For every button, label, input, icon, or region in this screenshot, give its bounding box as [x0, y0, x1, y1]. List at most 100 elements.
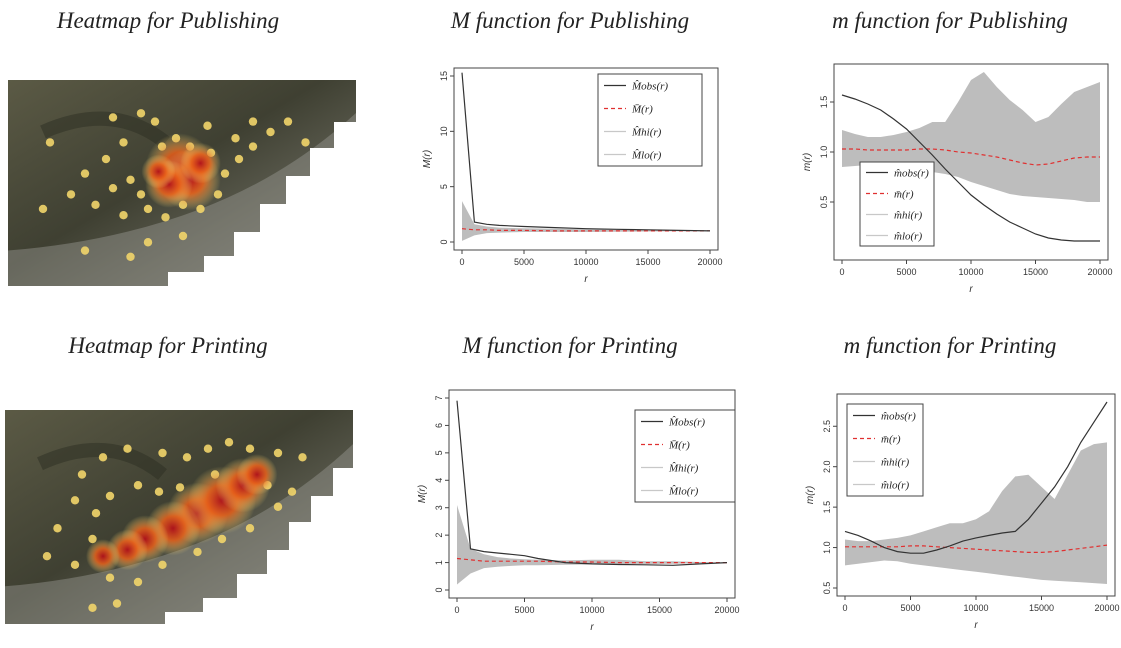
heat-hotspot [180, 142, 221, 184]
heat-point [203, 444, 213, 453]
heat-point [126, 175, 135, 185]
envelope-band [842, 72, 1100, 202]
legend-label: M̂hi(r) [631, 126, 662, 139]
x-tick-label: 0 [454, 605, 459, 615]
y-tick-label: 15 [439, 71, 449, 81]
y-tick-label: 0 [434, 587, 444, 592]
heat-point [182, 453, 192, 462]
heat-point [158, 560, 167, 569]
y-tick-label: 4 [434, 478, 444, 483]
chart-M-publishing-svg: 0 5000 10000 15000 20000 0 5 10 15 r M(r) M̂obs(r) M… [422, 67, 723, 285]
heat-point [80, 246, 90, 255]
x-tick-label: 0 [839, 267, 844, 277]
y-axis-label: M(r) [422, 150, 433, 168]
caption-M-printing: M function for Printing [462, 333, 678, 358]
heat-point [273, 448, 283, 458]
heat-point [123, 444, 132, 453]
y-tick-label: 1.5 [819, 96, 829, 109]
caption-M-publishing: M function for Publishing [450, 8, 690, 33]
heat-point [80, 169, 90, 178]
y-tick-label: 10 [439, 126, 449, 136]
y-axis-label: M(r) [417, 485, 428, 503]
heat-point [91, 200, 100, 209]
x-tick-label: 15000 [635, 257, 660, 267]
theoretical-line [845, 544, 1108, 553]
legend-label: M̂hi(r) [668, 462, 699, 475]
chart-M-printing: 0 5000 10000 15000 20000 0 1 2 3 4 5 6 7 r M(r) M̂obs(r… [385, 388, 740, 646]
theoretical-line [461, 228, 710, 232]
y-axis-label: m(r) [802, 153, 813, 171]
heat-point [119, 138, 128, 147]
heat-point [245, 524, 255, 533]
y-tick-label: 1 [434, 560, 444, 565]
x-axis-label: r [590, 622, 594, 633]
x-tick-label: 10000 [963, 603, 988, 613]
y-tick-label: 0 [439, 239, 449, 244]
heat-point [66, 190, 76, 199]
heat-point [231, 134, 240, 143]
y-tick-label: 0.5 [822, 582, 832, 595]
heat-point [298, 453, 307, 462]
y-tick-label: 2.5 [822, 420, 832, 433]
y-tick-label: 2 [434, 533, 444, 538]
heat-point [273, 502, 283, 511]
observed-line [841, 94, 1100, 242]
chart-m-publishing: 0 5000 10000 15000 20000 0.5 1.0 1.5 r m(r) m̂obs(… [782, 62, 1117, 307]
heat-point [143, 204, 153, 214]
heat-point [105, 573, 115, 582]
heat-point [193, 547, 202, 557]
heat-point [287, 487, 297, 496]
heat-point [248, 142, 258, 151]
heat-point [45, 138, 55, 147]
heat-point [108, 183, 118, 193]
chart-m-printing-svg: 0 5000 10000 15000 20000 0.5 1.0 1.5 2.0 2.5 r m(r)… [805, 393, 1120, 631]
mountain-ridge [40, 111, 170, 148]
x-tick-label: 15000 [1023, 267, 1048, 277]
heat-point [143, 238, 153, 247]
heat-point [77, 470, 87, 479]
y-tick-label: 2.0 [822, 460, 832, 473]
envelope-band [462, 201, 710, 241]
theoretical-line [456, 557, 727, 564]
y-tick-label: 5 [434, 450, 444, 455]
heat-point [105, 491, 115, 501]
caption-m-printing: m function for Printing [843, 333, 1057, 358]
heat-point [91, 509, 101, 518]
x-tick-label: 10000 [573, 257, 598, 267]
heat-point [203, 121, 212, 130]
x-tick-label: 20000 [1087, 267, 1112, 277]
y-tick-label: 1.0 [822, 541, 832, 554]
caption-m-publishing: m function for Publishing [832, 8, 1068, 33]
heat-hotspot [141, 154, 176, 189]
y-tick-label: 0.5 [819, 196, 829, 209]
heat-point [158, 448, 167, 458]
heat-point [178, 231, 188, 241]
heat-point [112, 599, 122, 608]
observed-line [461, 72, 711, 232]
x-tick-label: 10000 [958, 267, 983, 277]
y-axis-label: m(r) [805, 486, 816, 504]
heat-point [119, 211, 128, 220]
legend-label: M̂lo(r) [668, 485, 699, 498]
x-tick-label: 0 [459, 257, 464, 267]
legend-label: m̂obs(r) [894, 168, 929, 180]
y-tick-label: 5 [439, 184, 449, 189]
heat-point [88, 534, 97, 544]
legend-label: m̄(r) [894, 189, 914, 201]
legend-box [859, 161, 935, 247]
heat-point [108, 113, 118, 122]
caption-heatmap-printing: Heatmap for Printing [68, 333, 268, 358]
x-axis-label: r [584, 274, 588, 285]
legend-label: M̂obs(r) [668, 416, 705, 429]
heat-point [301, 138, 310, 147]
heat-point [224, 438, 234, 447]
legend-label: m̂hi(r) [881, 457, 909, 469]
heatmap-printing [5, 410, 355, 625]
heat-point [234, 154, 244, 164]
legend-label: m̂lo(r) [894, 231, 922, 243]
x-axis-label: r [974, 620, 978, 631]
legend-label: m̂lo(r) [881, 480, 909, 492]
x-tick-label: 10000 [579, 605, 604, 615]
legend-label: m̄(r) [881, 434, 901, 446]
heat-point [38, 204, 48, 214]
